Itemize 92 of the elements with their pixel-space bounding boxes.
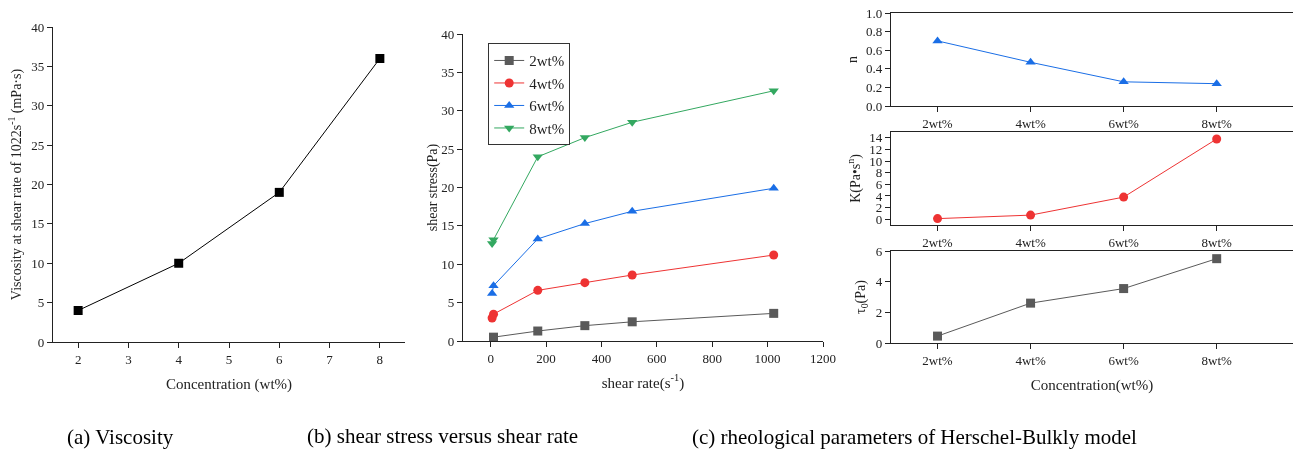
y-tick-label: 15 <box>441 218 455 234</box>
point <box>1026 210 1036 220</box>
y-tick-label: 1.0 <box>865 5 883 21</box>
point <box>1118 77 1129 85</box>
point <box>933 214 943 224</box>
x-tick-label: 4wt% <box>1015 234 1046 250</box>
x-axis-title: Concentration (wt%) <box>165 375 293 393</box>
x-tick-label: 200 <box>536 350 556 366</box>
x-tick-label: 2wt% <box>922 352 953 368</box>
y-tick-label: 25 <box>441 141 455 157</box>
point <box>533 326 543 336</box>
x-tick-label: 8wt% <box>1201 234 1233 250</box>
y-tick-label: 0 <box>37 334 45 350</box>
y-tick-label: 10 <box>441 256 455 272</box>
point <box>627 270 637 280</box>
point <box>580 278 590 288</box>
x-tick-label: 7 <box>326 351 334 367</box>
x-tick-label: 1000 <box>754 350 781 366</box>
x-tick-label: 4wt% <box>1015 115 1046 131</box>
y-tick-label: 25 <box>31 137 45 153</box>
y-tick-label: 35 <box>31 58 45 74</box>
y-tick-label: 5 <box>447 295 455 311</box>
point <box>489 309 499 319</box>
point <box>768 183 779 191</box>
y-tick-label: 30 <box>31 98 45 114</box>
x-tick-label: 4 <box>175 351 183 367</box>
point <box>533 285 543 295</box>
point <box>375 54 385 63</box>
y-tick-label: 30 <box>441 103 455 119</box>
y-tick-label: 20 <box>441 180 455 196</box>
legend-label: 6wt% <box>529 98 565 115</box>
point <box>174 258 184 268</box>
legend-label: 2wt% <box>529 53 565 70</box>
text: (a) Viscosity <box>67 425 174 449</box>
x-tick-label: 2wt% <box>922 115 953 131</box>
x-axis-title: Concentration(wt%) <box>1030 376 1154 394</box>
x-tick-label: 8wt% <box>1201 352 1233 368</box>
x-tick-label: 8 <box>376 351 384 367</box>
point <box>532 234 543 242</box>
y-tick-label: 0 <box>875 335 883 351</box>
y-axis-title: n <box>845 56 860 63</box>
point <box>1119 284 1129 294</box>
x-axis-title: shear rate(s$^{-1}$) <box>601 372 685 392</box>
point <box>627 317 637 327</box>
y-tick-label: 0.8 <box>865 24 883 40</box>
y-tick-label: 2 <box>875 304 883 320</box>
x-tick-label: 800 <box>702 350 722 366</box>
x-tick-label: 2 <box>74 351 82 367</box>
y-tick-label: 40 <box>441 26 455 42</box>
x-tick-label: 6wt% <box>1108 115 1139 131</box>
y-tick-label: 0.6 <box>865 42 883 58</box>
text: (c) rheological parameters of Herschel-Bulkly model <box>692 425 1138 449</box>
text: (b) shear stress versus shear rate <box>307 424 579 448</box>
x-tick-label: 3 <box>125 351 132 367</box>
y-tick-label: 0 <box>447 333 455 349</box>
y-tick-label: 35 <box>441 64 455 80</box>
y-axis-title: shear stress(Pa) <box>425 143 441 232</box>
point <box>1025 57 1036 65</box>
x-tick-label: 6wt% <box>1108 352 1139 368</box>
y-tick-label: 15 <box>31 216 45 232</box>
point <box>932 36 943 44</box>
y-tick-label: 0.0 <box>865 98 883 114</box>
point <box>274 187 284 197</box>
point <box>1212 134 1222 144</box>
x-tick-label: 8wt% <box>1201 115 1233 131</box>
y-tick-label: 40 <box>31 19 45 35</box>
x-tick-label: 2wt% <box>922 234 953 250</box>
y-tick-label: 0.4 <box>865 61 883 77</box>
point <box>1119 192 1129 202</box>
x-tick-label: 1200 <box>810 350 836 366</box>
point <box>1026 298 1036 308</box>
point <box>489 332 499 341</box>
y-tick-label: 4 <box>875 274 883 290</box>
x-tick-label: 6wt% <box>1108 234 1139 250</box>
point <box>769 308 779 318</box>
x-tick-label: 400 <box>591 350 612 366</box>
point <box>580 321 590 331</box>
y-tick-label: 5 <box>37 295 45 311</box>
point <box>627 206 638 214</box>
y-tick-label: 20 <box>31 177 45 193</box>
x-tick-label: 0 <box>487 350 494 366</box>
x-tick-label: 600 <box>647 350 667 366</box>
point <box>73 306 83 315</box>
point <box>933 331 943 341</box>
point <box>769 250 779 260</box>
point <box>1212 254 1222 264</box>
y-tick-label: 10 <box>31 255 45 271</box>
x-tick-label: 4wt% <box>1015 352 1046 368</box>
y-tick-label: 0.2 <box>865 79 883 95</box>
x-tick-label: 6 <box>276 351 284 367</box>
x-tick-label: 5 <box>225 351 233 367</box>
legend-label: 4wt% <box>529 75 565 92</box>
